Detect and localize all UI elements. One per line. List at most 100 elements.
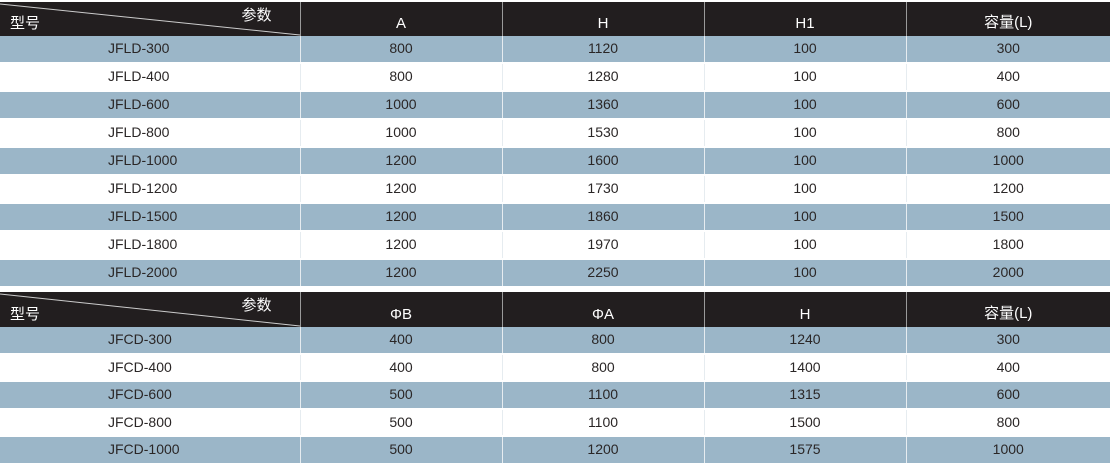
value-cell: 100: [703, 147, 906, 176]
value-cell: 800: [501, 327, 704, 355]
table-row: JFCD-400 400 800 1400 400: [0, 353, 1110, 383]
value-cell: 1315: [703, 381, 906, 410]
value-cell: 1500: [703, 408, 906, 438]
value-cell: 1200: [299, 175, 502, 204]
value-cell: 1280: [501, 63, 704, 92]
value-cell: 800: [905, 119, 1110, 148]
value-cell: 1200: [299, 259, 502, 288]
model-cell: JFCD-300: [0, 327, 300, 355]
column-header: ΦA: [501, 292, 704, 327]
model-cell: JFCD-1000: [0, 436, 300, 465]
value-cell: 400: [905, 63, 1110, 92]
value-cell: 1500: [905, 203, 1110, 232]
model-cell: JFLD-300: [0, 36, 300, 64]
table-row: JFLD-1000 1200 1600 100 1000: [0, 147, 1110, 176]
value-cell: 1200: [299, 231, 502, 260]
value-cell: 1000: [905, 147, 1110, 176]
value-cell: 1000: [299, 119, 502, 148]
value-cell: 500: [299, 381, 502, 410]
value-cell: 100: [703, 231, 906, 260]
corner-header: 参数 型号: [0, 2, 300, 36]
table-row: JFLD-400 800 1280 100 400: [0, 63, 1110, 92]
value-cell: 800: [299, 36, 502, 64]
corner-header: 参数 型号: [0, 292, 300, 327]
value-cell: 1360: [501, 91, 704, 120]
value-cell: 1575: [703, 436, 906, 465]
model-cell: JFLD-1200: [0, 175, 300, 204]
value-cell: 1860: [501, 203, 704, 232]
param-label: 参数: [241, 297, 272, 314]
value-cell: 100: [703, 259, 906, 288]
value-cell: 1400: [703, 353, 906, 383]
value-cell: 600: [905, 381, 1110, 410]
value-cell: 400: [299, 353, 502, 383]
table-row: JFLD-600 1000 1360 100 600: [0, 91, 1110, 120]
value-cell: 500: [299, 408, 502, 438]
model-cell: JFCD-600: [0, 381, 300, 410]
header-row: 参数 型号 A H H1 容量(L): [0, 2, 1110, 36]
value-cell: 100: [703, 175, 906, 204]
table-row: JFCD-300 400 800 1240 300: [0, 327, 1110, 355]
value-cell: 1730: [501, 175, 704, 204]
table-row: JFLD-1200 1200 1730 100 1200: [0, 175, 1110, 204]
table-row: JFLD-1800 1200 1970 100 1800: [0, 231, 1110, 260]
model-cell: JFCD-400: [0, 353, 300, 383]
table-row: JFLD-800 1000 1530 100 800: [0, 119, 1110, 148]
value-cell: 2250: [501, 259, 704, 288]
value-cell: 800: [299, 63, 502, 92]
diagonal-line: [0, 293, 300, 327]
value-cell: 1120: [501, 36, 704, 64]
jfld-spec-table: 参数 型号 A H H1 容量(L) JFLD-300 800 1120 100 300…: [0, 2, 1110, 288]
model-label: 型号: [10, 306, 41, 323]
table-row: JFCD-800 500 1100 1500 800: [0, 408, 1110, 438]
model-cell: JFLD-800: [0, 119, 300, 148]
diagonal-line: [0, 3, 300, 36]
table-row: JFLD-2000 1200 2250 100 2000: [0, 259, 1110, 288]
value-cell: 1200: [299, 203, 502, 232]
value-cell: 100: [703, 203, 906, 232]
column-header: 容量(L): [905, 2, 1110, 36]
model-cell: JFLD-1000: [0, 147, 300, 176]
column-header: 容量(L): [905, 292, 1110, 327]
value-cell: 100: [703, 91, 906, 120]
value-cell: 600: [905, 91, 1110, 120]
value-cell: 1100: [501, 381, 704, 410]
table-row: JFCD-600 500 1100 1315 600: [0, 381, 1110, 410]
column-header: A: [299, 2, 502, 36]
column-header: H1: [703, 2, 906, 36]
value-cell: 1600: [501, 147, 704, 176]
value-cell: 100: [703, 36, 906, 64]
table-row: JFCD-1000 500 1200 1575 1000: [0, 436, 1110, 465]
value-cell: 100: [703, 63, 906, 92]
value-cell: 1240: [703, 327, 906, 355]
column-header: ΦB: [299, 292, 502, 327]
model-cell: JFLD-1500: [0, 203, 300, 232]
value-cell: 1200: [299, 147, 502, 176]
value-cell: 100: [703, 119, 906, 148]
value-cell: 300: [905, 36, 1110, 64]
jfcd-spec-table: 参数 型号 ΦB ΦA H 容量(L) JFCD-300 400 800 1240 30…: [0, 292, 1110, 465]
value-cell: 1000: [905, 436, 1110, 465]
value-cell: 300: [905, 327, 1110, 355]
model-cell: JFCD-800: [0, 408, 300, 438]
param-label: 参数: [241, 7, 272, 24]
header-row: 参数 型号 ΦB ΦA H 容量(L): [0, 292, 1110, 327]
value-cell: 1530: [501, 119, 704, 148]
value-cell: 800: [905, 408, 1110, 438]
column-header: H: [501, 2, 704, 36]
column-header: H: [703, 292, 906, 327]
value-cell: 1800: [905, 231, 1110, 260]
model-cell: JFLD-1800: [0, 231, 300, 260]
table-row: JFLD-1500 1200 1860 100 1500: [0, 203, 1110, 232]
value-cell: 400: [905, 353, 1110, 383]
value-cell: 1200: [905, 175, 1110, 204]
value-cell: 400: [299, 327, 502, 355]
model-label: 型号: [10, 15, 41, 32]
model-cell: JFLD-2000: [0, 259, 300, 288]
value-cell: 1200: [501, 436, 704, 465]
value-cell: 1100: [501, 408, 704, 438]
value-cell: 800: [501, 353, 704, 383]
value-cell: 500: [299, 436, 502, 465]
value-cell: 1970: [501, 231, 704, 260]
table-row: JFLD-300 800 1120 100 300: [0, 36, 1110, 64]
